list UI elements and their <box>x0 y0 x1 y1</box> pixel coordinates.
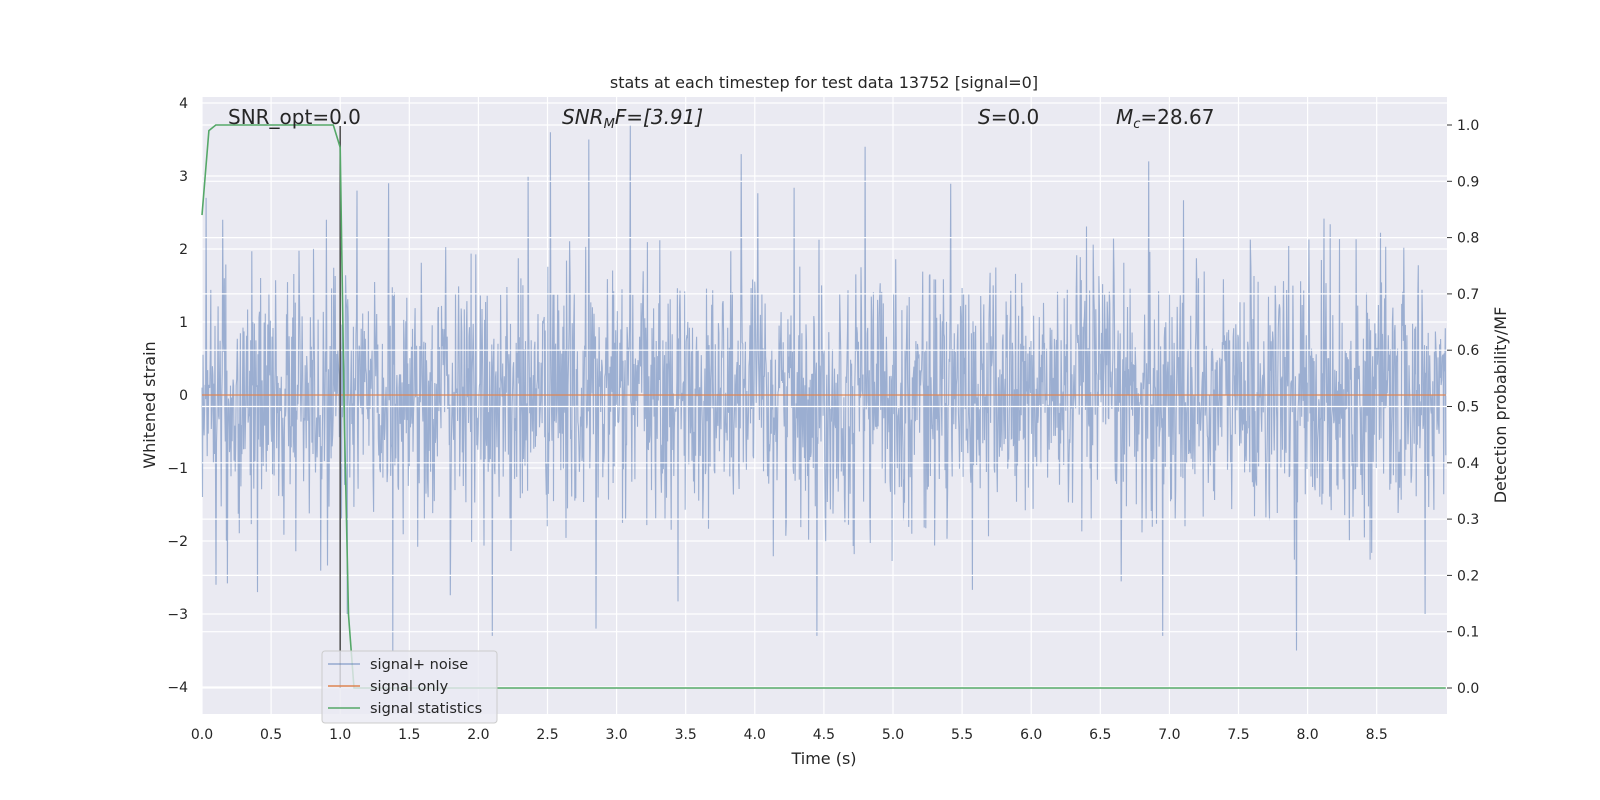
right-y-tick-label: 0.8 <box>1457 231 1479 247</box>
x-tick-label: 7.0 <box>1158 727 1180 743</box>
right-y-tick-label: 1.0 <box>1457 118 1479 134</box>
x-tick-label: 3.5 <box>675 727 697 743</box>
left-y-tick-label: 1 <box>179 315 188 331</box>
annotation-snr-opt: SNR_opt=0.0 <box>228 105 361 129</box>
legend-label-signal-statistics: signal statistics <box>370 701 482 717</box>
x-tick-label: 2.5 <box>536 727 558 743</box>
chart-title: stats at each timestep for test data 137… <box>610 73 1038 92</box>
x-axis-label: Time (s) <box>790 749 856 768</box>
x-tick-label: 0.5 <box>260 727 282 743</box>
left-y-tick-label: 3 <box>179 169 188 185</box>
right-y-tick-label: 0.5 <box>1457 400 1479 416</box>
left-y-tick-label: −4 <box>167 680 188 696</box>
legend: signal+ noise signal only signal statist… <box>321 650 498 724</box>
x-tick-label: 5.5 <box>951 727 973 743</box>
left-y-tick-label: 0 <box>179 388 188 404</box>
right-y-tick-label: 0.7 <box>1457 287 1479 303</box>
annotation-snr-mf: SNRMF=[3.91] <box>562 105 703 132</box>
x-tick-label: 8.5 <box>1366 727 1388 743</box>
x-tick-label: 6.5 <box>1089 727 1111 743</box>
x-tick-labels: 0.0 0.5 1.0 1.5 2.0 2.5 3.0 3.5 4.0 4.5 5.0 5.5 6.0 6… <box>191 727 1388 743</box>
right-y-tick-label: 0.4 <box>1457 456 1479 472</box>
right-y-tick-label: 0.9 <box>1457 174 1479 190</box>
legend-label-signal-only: signal only <box>370 679 449 695</box>
right-y-tick-label: 0.0 <box>1457 681 1479 697</box>
left-y-tick-labels: 4 3 2 1 0 −1 −2 −3 −4 <box>167 96 188 696</box>
x-tick-label: 4.0 <box>744 727 766 743</box>
legend-box <box>321 650 498 724</box>
right-y-tick-label: 0.1 <box>1457 625 1479 641</box>
right-y-tick-labels: 1.0 0.9 0.8 0.7 0.6 0.5 0.4 0.3 0.2 0.1 0.0 <box>1447 118 1479 697</box>
series-signal-noise <box>201 124 1447 651</box>
x-tick-label: 5.0 <box>882 727 904 743</box>
legend-label-signal-noise: signal+ noise <box>370 657 468 673</box>
x-tick-label: 7.5 <box>1227 727 1249 743</box>
left-y-tick-label: −1 <box>167 461 188 477</box>
annotation-mc: Mc=28.67 <box>1116 105 1214 132</box>
left-y-tick-label: −3 <box>167 607 188 623</box>
x-tick-label: 6.0 <box>1020 727 1042 743</box>
left-y-tick-label: 2 <box>179 242 188 258</box>
left-y-tick-label: −2 <box>167 534 188 550</box>
right-y-axis-label: Detection probability/MF <box>1491 307 1510 504</box>
signal-noise-line <box>201 124 1447 651</box>
right-y-tick-label: 0.6 <box>1457 343 1479 359</box>
x-tick-label: 3.0 <box>605 727 627 743</box>
x-tick-label: 1.0 <box>329 727 351 743</box>
left-y-tick-label: 4 <box>179 96 188 112</box>
x-tick-label: 0.0 <box>191 727 213 743</box>
x-tick-label: 2.0 <box>467 727 489 743</box>
left-y-axis-label: Whitened strain <box>140 341 159 468</box>
x-tick-label: 4.5 <box>813 727 835 743</box>
right-y-tick-label: 0.3 <box>1457 512 1479 528</box>
right-y-tick-label: 0.2 <box>1457 568 1479 584</box>
x-tick-label: 8.0 <box>1296 727 1318 743</box>
x-tick-label: 1.5 <box>398 727 420 743</box>
annotation-s: S=0.0 <box>978 105 1039 129</box>
